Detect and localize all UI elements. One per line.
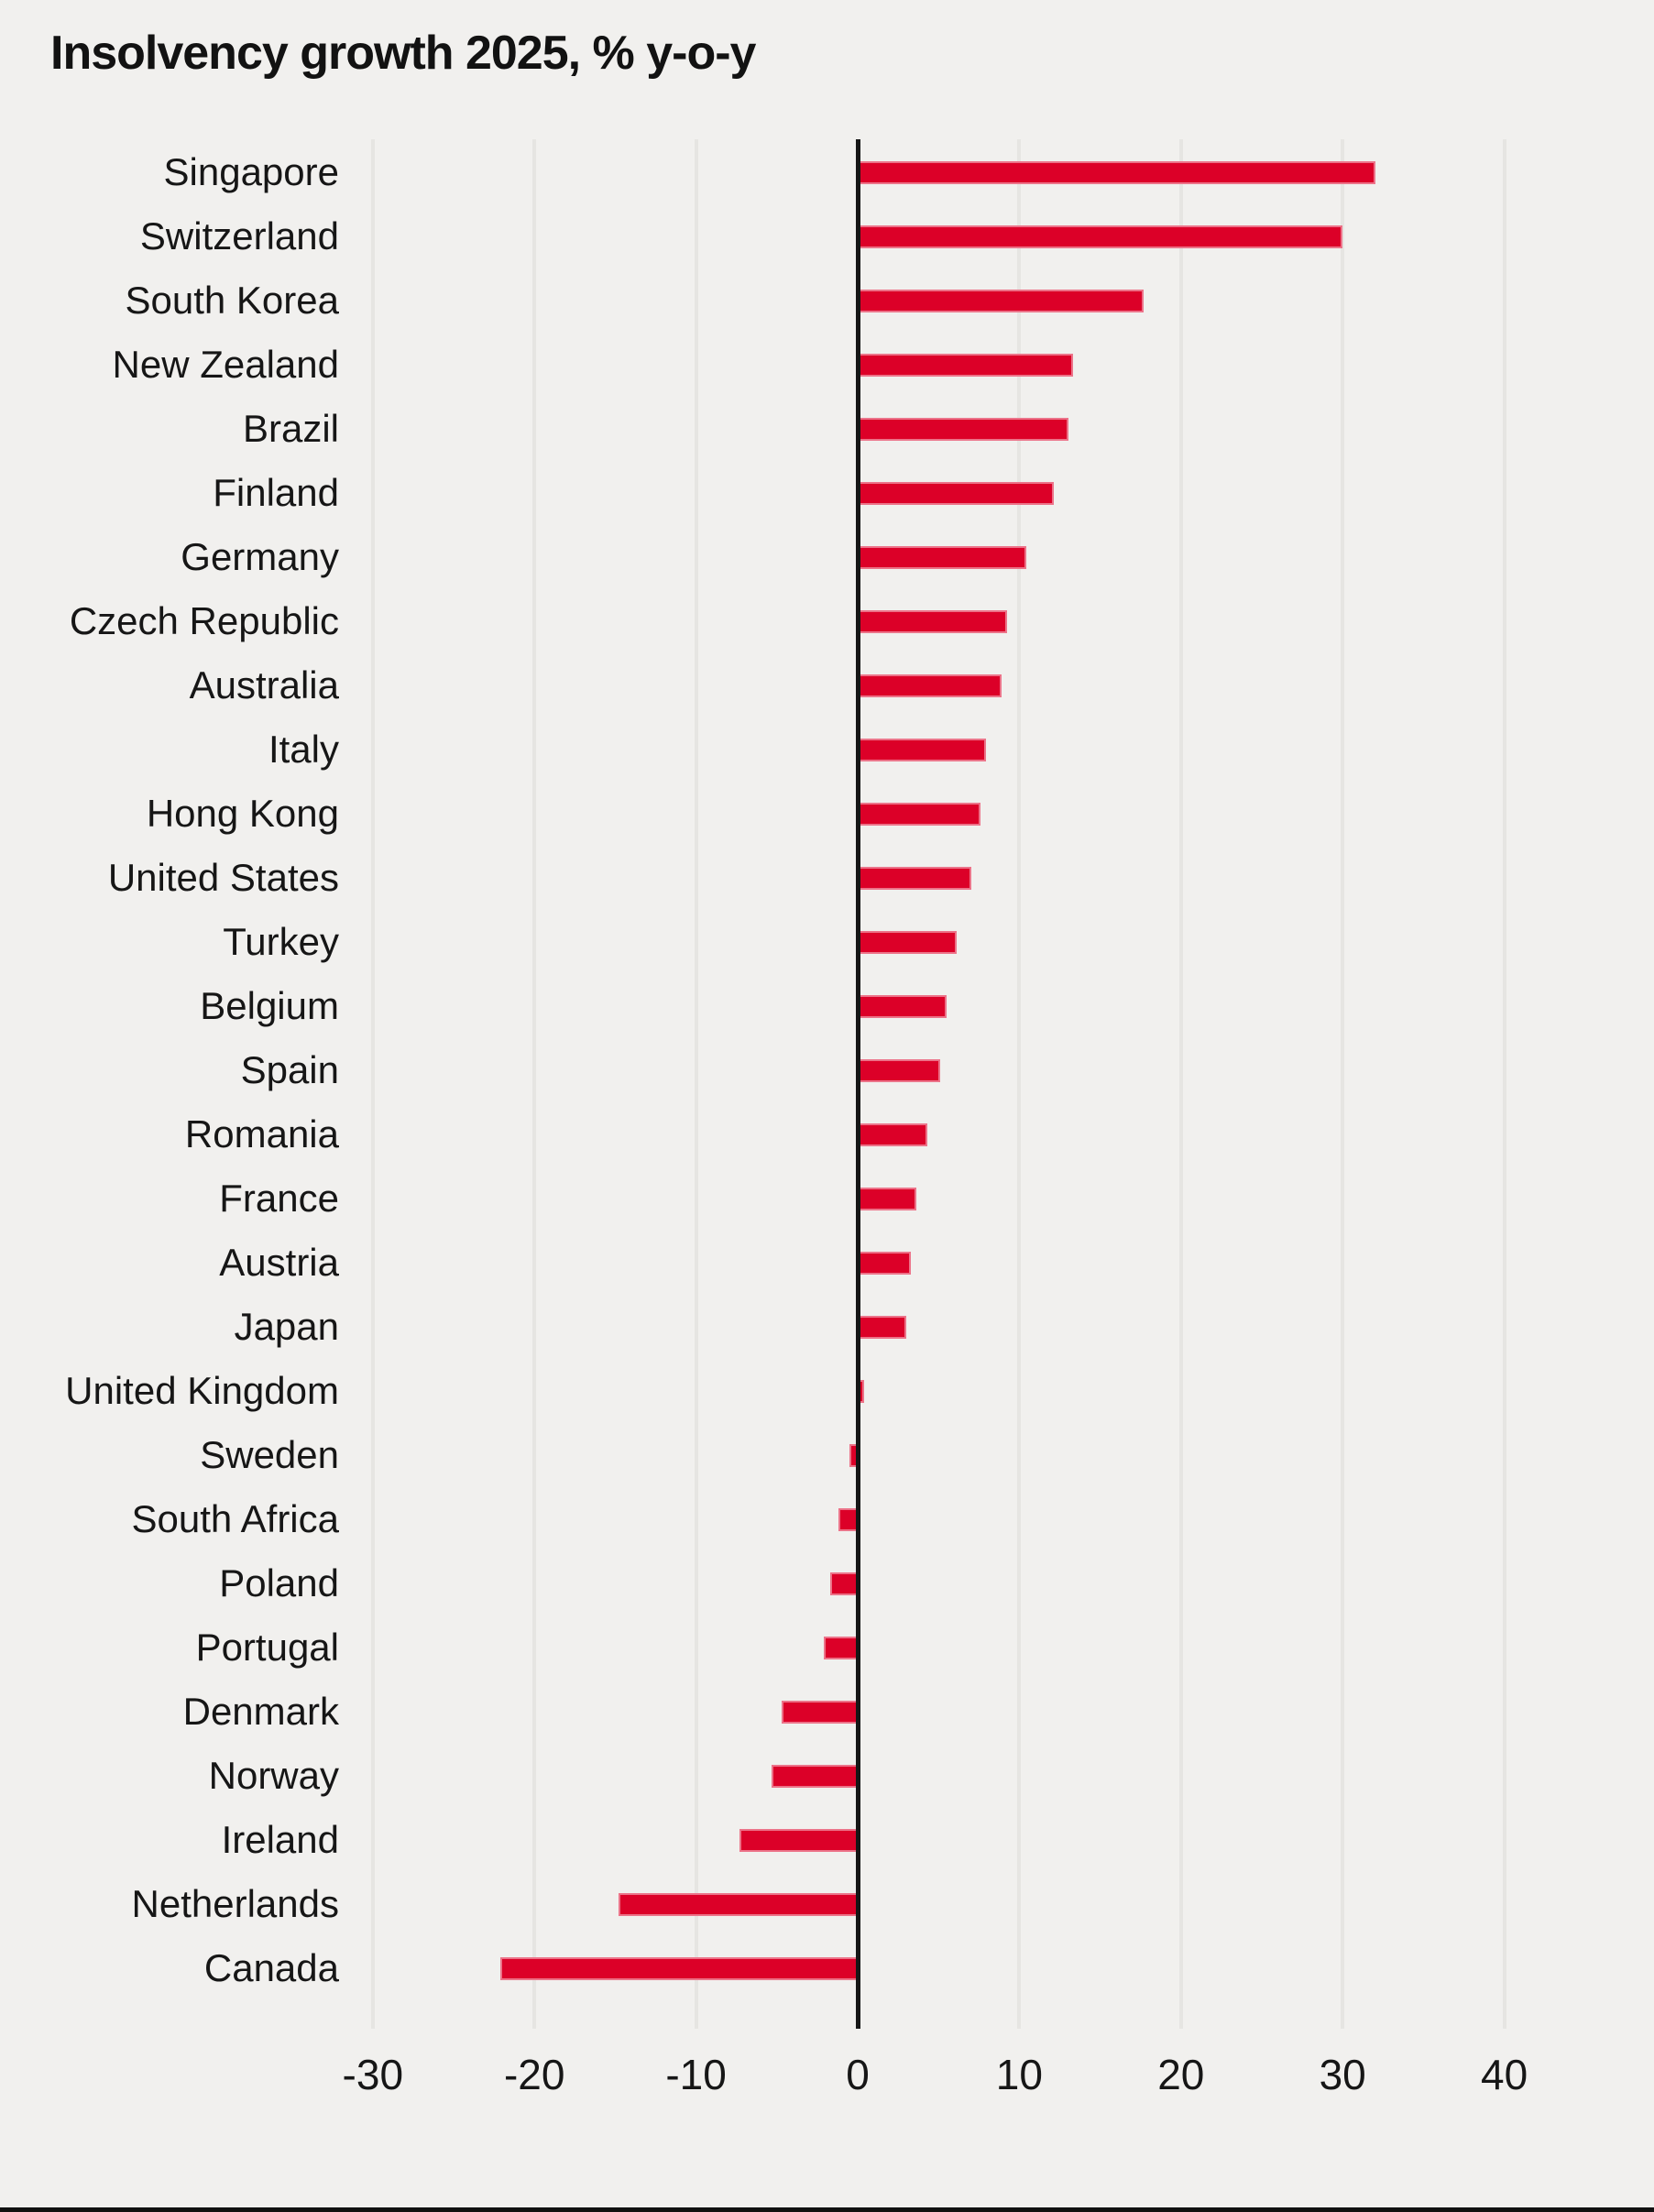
gridline--10 (694, 139, 698, 2029)
bar (856, 1058, 941, 1082)
bar (856, 545, 1026, 569)
category-label: Turkey (223, 920, 339, 963)
category-label: Belgium (200, 984, 339, 1027)
x-tick-label: 0 (846, 2051, 870, 2098)
x-tick-label: -10 (665, 2051, 727, 2098)
bar (499, 1956, 860, 1980)
bar (856, 481, 1054, 505)
x-tick-label: 30 (1319, 2051, 1366, 2098)
category-label: United Kingdom (65, 1369, 339, 1412)
category-label: Spain (240, 1048, 339, 1091)
category-label: South Africa (131, 1497, 339, 1540)
bar (856, 353, 1073, 377)
category-label: Hong Kong (146, 792, 339, 835)
category-label: United States (107, 856, 339, 899)
x-tick-label: -30 (342, 2051, 404, 2098)
bar (856, 673, 1002, 697)
bar (856, 1251, 912, 1275)
bar (856, 417, 1068, 441)
chart-title: Insolvency growth 2025, % y-o-y (50, 27, 756, 80)
category-label: Ireland (221, 1818, 339, 1861)
category-label: Canada (203, 1946, 339, 1989)
bar (823, 1636, 860, 1659)
bar (856, 994, 947, 1018)
bar (856, 1187, 916, 1210)
x-tick-label: -20 (503, 2051, 565, 2098)
category-label: Singapore (163, 150, 339, 193)
zero-axis-line (855, 139, 860, 2029)
bar (856, 1122, 928, 1146)
bar (856, 930, 957, 954)
bottom-border-rule (0, 2207, 1654, 2212)
category-label: Denmark (182, 1690, 339, 1733)
category-label: Czech Republic (69, 599, 339, 642)
x-tick-label: 40 (1481, 2051, 1528, 2098)
bar (618, 1892, 860, 1916)
category-label: Germany (181, 535, 339, 578)
bar (856, 224, 1343, 248)
x-tick-label: 10 (995, 2051, 1043, 2098)
bar (739, 1828, 860, 1852)
bar (856, 866, 971, 890)
category-label: Portugal (195, 1626, 339, 1669)
category-label: Romania (184, 1112, 339, 1155)
category-label: Poland (219, 1561, 339, 1604)
category-label: Sweden (200, 1433, 339, 1476)
category-label: Austria (219, 1241, 339, 1284)
category-label: Brazil (242, 407, 339, 450)
category-label: South Korea (125, 279, 339, 322)
bar (781, 1700, 860, 1724)
category-label: France (219, 1177, 339, 1220)
bar (856, 289, 1145, 312)
bar (856, 160, 1375, 184)
bar (856, 802, 981, 826)
category-label: Finland (213, 471, 339, 514)
x-tick-label: 20 (1157, 2051, 1205, 2098)
bar (856, 609, 1007, 633)
gridline-30 (1341, 139, 1345, 2029)
bar (772, 1764, 860, 1788)
bar (856, 1315, 907, 1339)
category-label: Norway (208, 1754, 339, 1797)
gridline-10 (1017, 139, 1022, 2029)
category-label: Switzerland (139, 214, 339, 257)
category-label: New Zealand (112, 343, 339, 386)
bar (856, 738, 986, 761)
gridline--20 (532, 139, 537, 2029)
category-label: Italy (268, 728, 339, 771)
category-label: Japan (234, 1305, 339, 1348)
category-label: Australia (189, 663, 339, 706)
gridline-40 (1502, 139, 1506, 2029)
gridline--30 (370, 139, 375, 2029)
category-label: Netherlands (131, 1882, 339, 1925)
gridline-20 (1178, 139, 1183, 2029)
